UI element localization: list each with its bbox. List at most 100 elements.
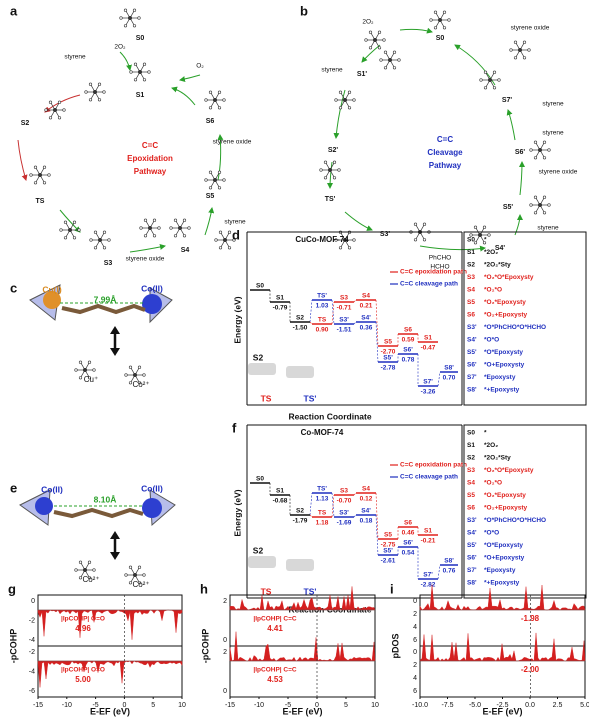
atom	[59, 228, 63, 232]
atom	[62, 108, 66, 112]
atom	[529, 148, 533, 152]
x-tick-label: -15	[225, 702, 235, 709]
structure-label: TS	[261, 393, 272, 403]
atom	[547, 148, 551, 152]
level-value: 0.59	[402, 337, 415, 344]
state-label: S3	[104, 260, 113, 267]
atom	[89, 238, 93, 242]
atom	[63, 220, 68, 224]
atom	[323, 176, 328, 180]
atom	[227, 230, 232, 234]
level-value: -0.79	[273, 305, 288, 312]
metal-label: Co(II)	[41, 484, 63, 494]
level-value: -2.75	[381, 542, 396, 549]
level-name: TS	[318, 510, 327, 517]
metal-atom	[328, 168, 332, 172]
list-state: S6	[467, 312, 475, 319]
reagent-label: styrene	[64, 54, 86, 61]
structure-label: TS	[261, 586, 272, 596]
atom	[482, 225, 487, 229]
list-state: S4	[467, 480, 475, 487]
atom	[217, 186, 222, 190]
atom	[204, 98, 208, 102]
atom	[33, 181, 38, 185]
x-tick-label: 5	[344, 702, 348, 709]
level-value: -2.78	[381, 365, 396, 372]
y-tick-label: 4	[413, 624, 417, 631]
reagent-label: styrene	[224, 219, 246, 226]
atom	[102, 90, 106, 94]
y-tick-label: 4	[413, 675, 417, 682]
structure-image	[248, 556, 276, 568]
atom	[137, 365, 142, 369]
metal-atom	[343, 238, 347, 242]
level-value: 1.18	[316, 520, 329, 527]
atom	[232, 238, 236, 242]
level-name: TS'	[317, 486, 327, 493]
metal-atom	[83, 568, 87, 572]
connector	[353, 321, 357, 325]
level-value: -1.50	[293, 325, 308, 332]
reagent-label: styrene	[542, 101, 564, 108]
level-name: S6	[404, 520, 412, 527]
pathway-title: Cleavage	[427, 148, 463, 157]
level-value: -1.51	[337, 327, 352, 334]
atom	[139, 226, 143, 230]
atom	[143, 234, 148, 238]
list-desc: *2O₂*Sty	[484, 262, 511, 269]
list-desc: *O₂*O*Epoxysty	[484, 274, 534, 281]
state-label: S6	[206, 118, 215, 125]
atom	[102, 230, 107, 234]
atom	[57, 100, 62, 104]
state-label: S0	[436, 35, 445, 42]
metal-atom	[93, 90, 97, 94]
atom	[124, 373, 128, 377]
connector	[309, 321, 313, 325]
list-state: S5	[467, 299, 475, 306]
level-name: S6	[404, 327, 412, 334]
x-axis-label: E-EF (eV)	[90, 706, 130, 716]
atom	[74, 568, 78, 572]
list-desc: *O*PhCHO*O*HCHO	[484, 517, 546, 524]
x-tick-label: 2.5	[553, 702, 563, 709]
chart-title: Co-MOF-74	[301, 428, 344, 437]
reagent-label: styrene oxide	[126, 256, 165, 263]
atom	[132, 24, 137, 28]
x-axis-label: Reaction Coordinate	[288, 411, 371, 421]
atom	[72, 236, 77, 240]
atom	[182, 218, 187, 222]
atom	[383, 50, 388, 54]
atom	[132, 8, 137, 12]
atom	[93, 230, 98, 234]
atom	[482, 241, 487, 245]
list-desc: *2O₂	[484, 442, 498, 449]
mof-structures	[19, 284, 176, 560]
x-tick-label: -10	[62, 702, 72, 709]
spectrum	[37, 660, 183, 688]
list-desc: *+Epoxysty	[484, 387, 520, 394]
structure-label: S2	[253, 545, 264, 555]
level-name: S4	[362, 486, 370, 493]
y-axis-label: pDOS	[390, 633, 400, 658]
atom	[542, 195, 547, 199]
atom	[397, 58, 401, 62]
distance-label: 8.10Å	[94, 494, 117, 504]
atom	[442, 10, 447, 14]
level-name: S5	[384, 339, 392, 346]
atom	[352, 98, 356, 102]
atom	[323, 160, 328, 164]
structure-image	[286, 366, 314, 378]
list-desc: *O*Epoxysty	[484, 349, 523, 356]
state-list-box	[463, 231, 587, 406]
atom	[142, 62, 147, 66]
atom	[542, 211, 547, 215]
atom	[173, 218, 178, 222]
list-desc: *O₂*Epoxysty	[484, 492, 526, 499]
atom	[422, 238, 427, 242]
atom	[218, 246, 223, 250]
list-desc: *2O₂	[484, 249, 498, 256]
reagent-label: styrene oxide	[511, 25, 550, 32]
ion-label: Cu⁺	[84, 375, 98, 384]
atom	[469, 233, 473, 237]
metal-atom	[148, 226, 152, 230]
